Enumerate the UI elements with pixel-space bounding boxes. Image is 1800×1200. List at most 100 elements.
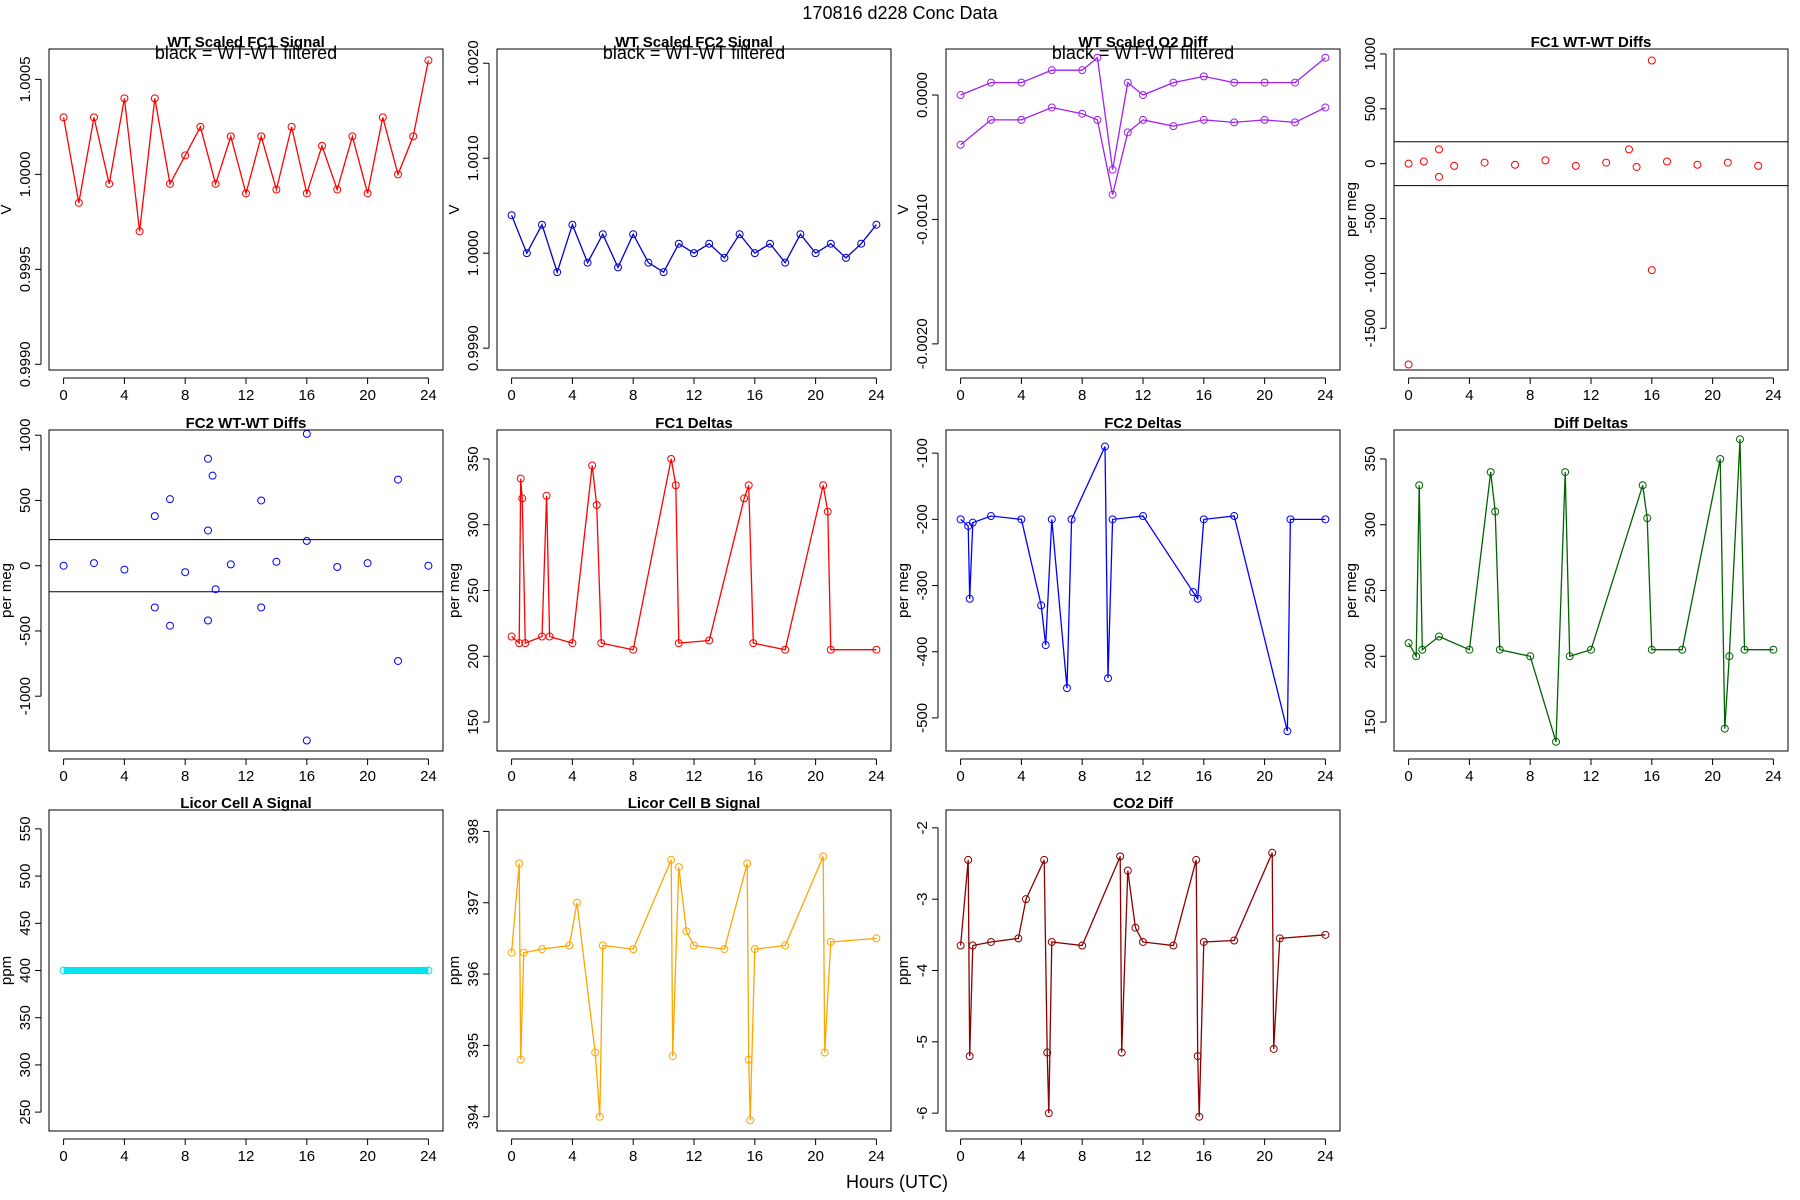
y-tick-label: -0.0020 — [914, 318, 931, 369]
y-tick-label: -500 — [914, 703, 931, 733]
x-tick-label: 0 — [956, 768, 964, 785]
x-tick-label: 0 — [59, 1148, 67, 1165]
y-tick-label: 350 — [1362, 446, 1379, 471]
data-point — [1419, 157, 1428, 166]
panel-annotation: black = WT-WT filtered — [1052, 43, 1234, 63]
panel-o2_diff: WT Scaled O2 Diff 0 4 8 12 16 20 24 -0.0020 -0.00… — [895, 34, 1341, 404]
y-tick-label: -300 — [914, 571, 931, 601]
data-point — [749, 639, 758, 648]
data-point — [181, 151, 190, 160]
data-point — [872, 645, 881, 654]
data-point — [1169, 122, 1178, 131]
x-tick-label: 8 — [1078, 1148, 1086, 1165]
x-tick-label: 16 — [1643, 768, 1660, 785]
data-point — [588, 461, 597, 470]
data-point — [1678, 645, 1687, 654]
data-point — [1720, 724, 1729, 733]
x-tick-label: 4 — [568, 768, 576, 785]
data-point — [1725, 652, 1734, 661]
data-point — [1040, 855, 1049, 864]
panel-title: WT Scaled O2 Diff — [1078, 34, 1208, 51]
x-tick-label: 24 — [1765, 387, 1782, 404]
data-point — [1465, 645, 1474, 654]
data-point — [1108, 515, 1117, 524]
data-point — [1275, 934, 1284, 943]
y-tick-label: 300 — [465, 512, 482, 537]
x-tick-label: 16 — [1195, 387, 1212, 404]
data-point — [1321, 103, 1330, 112]
data-point — [409, 132, 418, 141]
data-point — [1434, 145, 1443, 154]
data-point — [1291, 118, 1300, 127]
data-point — [743, 859, 752, 868]
data-point — [1480, 158, 1489, 167]
x-tick-label: 8 — [1526, 768, 1534, 785]
data-point — [1754, 161, 1763, 170]
x-tick-label: 20 — [807, 1148, 824, 1165]
y-tick-label: 350 — [465, 446, 482, 471]
data-point — [1139, 91, 1147, 100]
y-tick-label: 394 — [465, 1104, 482, 1129]
data-point — [1740, 645, 1749, 654]
data-point — [1067, 515, 1076, 524]
data-point — [1093, 53, 1102, 62]
data-point — [165, 621, 174, 630]
data-point — [735, 230, 744, 239]
data-point — [553, 268, 562, 277]
y-tick-label: -2 — [914, 821, 931, 834]
x-tick-label: 0 — [956, 1148, 964, 1165]
data-point — [537, 220, 546, 229]
x-tick-label: 0 — [59, 768, 67, 785]
panels-group: WT Scaled FC1 Signal 0 4 8 12 16 20 24 0.9990 0.9… — [0, 34, 1789, 1165]
panel-title: WT Scaled FC1 Signal — [167, 34, 325, 51]
data-point — [1199, 937, 1208, 946]
y-tick-label: 1.0010 — [465, 135, 482, 181]
data-point — [667, 855, 676, 864]
panel-fc2_deltas: FC2 Deltas 0 4 8 12 16 20 24 -500 -400 -300 -200 -10… — [895, 415, 1341, 785]
data-point — [1047, 66, 1056, 75]
x-tick-label: 24 — [420, 1148, 437, 1165]
y-tick-label: 1.0000 — [17, 151, 34, 197]
data-point — [89, 113, 98, 122]
data-point — [1716, 454, 1725, 463]
data-point — [1638, 481, 1647, 490]
data-point — [150, 94, 159, 103]
y-tick-label: -500 — [17, 616, 34, 646]
data-point — [720, 945, 729, 954]
panel-diff_deltas: Diff Deltas 0 4 8 12 16 20 24 150 200 250 300 350 per… — [1343, 415, 1789, 785]
data-point — [1647, 645, 1656, 654]
x-tick-label: 16 — [298, 768, 315, 785]
data-point — [545, 632, 554, 641]
data-point — [956, 515, 965, 524]
data-point — [1169, 941, 1178, 950]
x-tick-label: 12 — [686, 768, 703, 785]
plot-area — [1394, 56, 1788, 369]
data-point — [150, 603, 159, 612]
data-point — [781, 941, 790, 950]
y-tick-label: -3 — [914, 892, 931, 905]
data-point — [964, 855, 973, 864]
data-point — [674, 239, 683, 248]
data-point — [968, 941, 977, 950]
x-tick-label: 0 — [1404, 387, 1412, 404]
x-tick-label: 4 — [568, 1148, 576, 1165]
data-point — [1193, 594, 1202, 603]
x-tick-label: 0 — [507, 1148, 515, 1165]
y-tick-label: 250 — [465, 578, 482, 603]
figure-xlabel: Hours (UTC) — [846, 1172, 948, 1192]
data-point — [1199, 72, 1208, 81]
x-tick-label: 24 — [868, 768, 885, 785]
data-point — [203, 454, 212, 463]
y-tick-label: 1000 — [17, 419, 34, 452]
data-point — [1139, 115, 1147, 124]
data-point — [598, 230, 607, 239]
plot-frame — [48, 429, 444, 752]
plot-area — [507, 852, 881, 1125]
x-tick-label: 0 — [1404, 768, 1412, 785]
x-tick-label: 12 — [238, 1148, 255, 1165]
x-tick-label: 4 — [120, 1148, 128, 1165]
data-point — [744, 1055, 753, 1064]
y-tick-label: -1000 — [1362, 254, 1379, 292]
x-tick-label: 4 — [1017, 768, 1025, 785]
data-point — [1100, 442, 1109, 451]
